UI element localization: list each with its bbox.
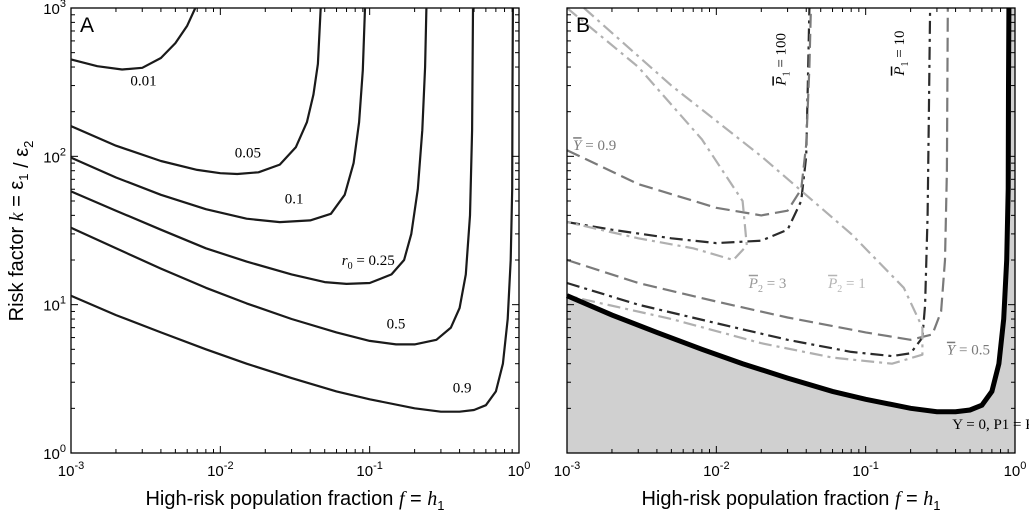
panel-a-x-axis-label: High-risk population fraction f = h1	[145, 488, 444, 513]
panel-b-ticks: 10-3 10-2 10-1 100	[554, 7, 1027, 480]
panel-b-letter: B	[576, 14, 590, 37]
curve-label-b-3: Y = 0.5	[947, 343, 990, 359]
panel-b: 10-3 10-2 10-1 100 P1 = 100 P1 = 10 Y = 0.9 Y …	[554, 7, 1029, 480]
curve-label-a-5: 0.9	[453, 381, 472, 397]
x-tick-label: 10-2	[703, 460, 729, 480]
y-axis-label: Risk factor k = ε1 / ε2	[6, 141, 36, 322]
y-tick-label: 103	[43, 0, 66, 18]
panel-b-x-axis-label: High-risk population fraction f = h1	[641, 488, 940, 513]
curve-b-1	[566, 7, 932, 358]
panel-b-curve-labels: P1 = 100 P1 = 10 Y = 0.9 Y = 0.5 P2 = 3 P2 = …	[573, 30, 1029, 433]
curve-label-a-4: 0.5	[387, 317, 406, 333]
panel-b-curves	[566, 7, 949, 365]
curve-label-b-6: Y = 0, P1 = P2 = 0	[952, 417, 1029, 433]
curve-a-3	[70, 7, 428, 285]
curve-label-b-2: Y = 0.9	[573, 138, 616, 154]
curve-a-4	[70, 7, 475, 346]
curve-a-5	[70, 7, 514, 413]
zero-boundary-curve	[566, 7, 1012, 415]
x-tick-label: 100	[1004, 460, 1027, 480]
x-tick-label: 100	[508, 460, 531, 480]
panel-a-curves	[70, 7, 514, 413]
panel-a-ticks: 10-3 10-2 10-1 100 100 101 102 103	[43, 0, 530, 480]
curve-b-0	[566, 7, 811, 245]
curve-label-a-1: 0.05	[235, 146, 261, 162]
curve-label-b-1: P1 = 10	[892, 30, 911, 76]
curve-b-2	[566, 7, 812, 217]
curve-label-a-2: 0.1	[285, 192, 304, 208]
curve-label-b-5: P2 = 1	[827, 276, 866, 295]
curve-a-2	[70, 7, 367, 224]
curve-a-1	[70, 7, 322, 176]
curve-label-a-0: 0.01	[130, 74, 156, 90]
x-tick-label: 10-1	[852, 460, 878, 480]
x-tick-label: 10-3	[58, 460, 84, 480]
y-tick-label: 100	[43, 443, 66, 463]
curve-label-b-0: P1 = 100	[773, 33, 792, 87]
curve-b-3	[566, 7, 949, 341]
curve-label-a-3: r0 = 0.25	[342, 253, 395, 272]
panel-a-curve-labels: 0.01 0.05 0.1 r0 = 0.25 0.5 0.9	[130, 74, 471, 397]
curve-b-5	[566, 7, 924, 365]
y-tick-label: 102	[43, 146, 66, 166]
curve-b-4	[566, 7, 748, 262]
panel-a-letter: A	[80, 14, 94, 37]
x-tick-label: 10-3	[554, 460, 580, 480]
curve-a-0	[70, 7, 197, 71]
panel-a: 10-3 10-2 10-1 100 100 101 102 103 0.01 0.05 0.1 r…	[43, 0, 530, 480]
curve-label-b-4: P2 = 3	[748, 276, 787, 295]
panel-b-frame	[566, 7, 1016, 454]
x-tick-label: 10-1	[356, 460, 382, 480]
x-tick-label: 10-2	[207, 460, 233, 480]
y-tick-label: 101	[43, 295, 66, 315]
